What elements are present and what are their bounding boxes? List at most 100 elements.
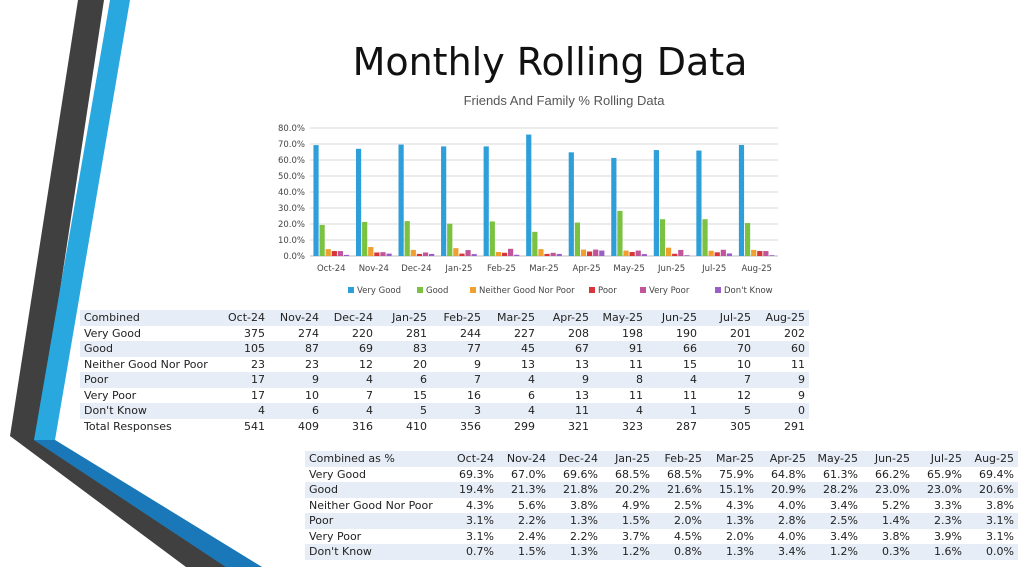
table-cell: 9 bbox=[269, 372, 323, 388]
x-tick-label: Mar-25 bbox=[529, 264, 558, 274]
bar bbox=[337, 251, 344, 256]
bar bbox=[635, 250, 641, 256]
table-cell: 2.2% bbox=[498, 513, 550, 529]
table-cell: 6 bbox=[269, 403, 323, 419]
blue-stripe bbox=[34, 0, 262, 567]
table-cell: 12 bbox=[359, 357, 373, 371]
table-cell: 1.2% bbox=[810, 544, 862, 560]
bar bbox=[550, 252, 556, 256]
table-row: Neither Good Nor Poor 4.3% 5.6% 3.8% 4.9% 2.5… bbox=[305, 498, 1018, 514]
table-cell: 291 bbox=[784, 419, 805, 433]
table-cell: 227 bbox=[514, 326, 535, 340]
table-cell: 64.8% bbox=[771, 467, 806, 481]
row-label: Poor bbox=[305, 513, 451, 529]
bar bbox=[380, 252, 386, 256]
table-row: Very Good 375 274 220 281 244 227 208 198 190 201 2… bbox=[80, 326, 809, 342]
legend-label: Very Good bbox=[357, 286, 401, 296]
table-cell: 305 bbox=[730, 419, 751, 433]
row-label: Poor bbox=[80, 372, 223, 388]
table-cell: 323 bbox=[622, 419, 643, 433]
table-cell: 19.4% bbox=[451, 482, 498, 498]
table-cell: 7 bbox=[366, 388, 373, 402]
table-cell: 287 bbox=[676, 419, 697, 433]
bar bbox=[617, 210, 623, 256]
table-row: Good 19.4% 21.3% 21.8% 20.2% 21.6% 15.1% 20.9% 2… bbox=[305, 482, 1018, 498]
bar bbox=[714, 252, 720, 256]
bar bbox=[702, 219, 708, 256]
x-tick-label: Jan-25 bbox=[444, 264, 472, 274]
x-tick-label: Nov-24 bbox=[359, 264, 389, 274]
x-tick-label: Oct-24 bbox=[317, 264, 346, 274]
table-cell: Dec-24 bbox=[550, 451, 602, 467]
dark-stripe bbox=[10, 0, 232, 567]
legend-swatch bbox=[470, 287, 476, 293]
table-cell: 61.3% bbox=[823, 467, 858, 481]
table-cell: 1.4% bbox=[862, 513, 914, 529]
page-title: Monthly Rolling Data bbox=[352, 40, 748, 84]
bar bbox=[708, 250, 714, 256]
bar bbox=[611, 157, 617, 256]
table-cell: 15 bbox=[413, 388, 427, 402]
table-cell: 2.5% bbox=[810, 513, 862, 529]
table-cell: 68.5% bbox=[667, 467, 702, 481]
table-cell: 1.2% bbox=[602, 544, 654, 560]
table-cell: 1 bbox=[647, 403, 701, 419]
bar bbox=[483, 146, 489, 256]
table-cell: 67.0% bbox=[511, 467, 546, 481]
y-tick-label: 10.0% bbox=[278, 236, 305, 246]
bar bbox=[495, 252, 502, 256]
table-row: Very Good 69.3% 67.0% 69.6% 68.5% 68.5% 75.9% 6… bbox=[305, 467, 1018, 483]
row-label: Neither Good Nor Poor bbox=[309, 498, 433, 512]
x-tick-label: Feb-25 bbox=[487, 264, 516, 274]
bar bbox=[763, 251, 769, 256]
table-cell: 13 bbox=[575, 357, 589, 371]
table-cell: 21.3% bbox=[498, 482, 550, 498]
table-cell: 10 bbox=[737, 357, 751, 371]
table-cell: 83 bbox=[377, 341, 431, 357]
bar bbox=[659, 219, 666, 256]
chart-title: Friends And Family % Rolling Data bbox=[464, 93, 666, 108]
table-cell: 21.8% bbox=[550, 482, 602, 498]
percent-table: Combined as % Oct-24 Nov-24 Dec-24 Jan-25 Feb… bbox=[305, 451, 1018, 560]
table-cell: 299 bbox=[514, 419, 535, 433]
table-cell: 13 bbox=[575, 388, 589, 402]
table-cell: 66.2% bbox=[875, 467, 910, 481]
table-cell: Apr-25 bbox=[758, 451, 810, 467]
bar bbox=[568, 152, 574, 256]
table-cell: 2.0% bbox=[726, 529, 754, 543]
table-row: Neither Good Nor Poor 23 23 12 20 9 13 13 11 15 10… bbox=[80, 357, 809, 373]
table-cell: Jan-25 bbox=[602, 451, 654, 467]
bar bbox=[459, 253, 465, 256]
table-cell: 281 bbox=[406, 326, 427, 340]
table-cell: Oct-24 bbox=[451, 451, 498, 467]
table-cell: 0.7% bbox=[451, 544, 498, 560]
table-cell: 67 bbox=[539, 341, 593, 357]
bar bbox=[751, 249, 757, 256]
x-tick-label: Aug-25 bbox=[741, 264, 771, 274]
table-cell: Mar-25 bbox=[706, 451, 758, 467]
table-cell: 541 bbox=[244, 419, 265, 433]
row-label: Very Poor bbox=[84, 388, 137, 402]
y-tick-label: 20.0% bbox=[278, 220, 305, 230]
table-cell: 321 bbox=[568, 419, 589, 433]
bar bbox=[744, 223, 751, 256]
table-cell: 1.3% bbox=[706, 544, 758, 560]
table-cell: 10 bbox=[305, 388, 319, 402]
table-cell: 4.3% bbox=[726, 498, 754, 512]
table-cell: 4 bbox=[485, 403, 539, 419]
bar bbox=[672, 253, 678, 256]
table-row: Don't Know 0.7% 1.5% 1.3% 1.2% 0.8% 1.3% 3.4% 1.… bbox=[305, 544, 1018, 560]
bar bbox=[313, 145, 319, 256]
table-cell: 3.4% bbox=[758, 544, 810, 560]
table-cell: May-25 bbox=[810, 451, 862, 467]
table-cell: 91 bbox=[593, 341, 647, 357]
table-cell: 3.3% bbox=[934, 498, 962, 512]
table-cell: Oct-24 bbox=[223, 310, 269, 326]
table-cell: 75.9% bbox=[719, 467, 754, 481]
table-cell: 3 bbox=[431, 403, 485, 419]
table-cell: 1.3% bbox=[550, 513, 602, 529]
table-cell: 4 bbox=[647, 372, 701, 388]
table-cell: 4.0% bbox=[778, 529, 806, 543]
table-cell: Jul-25 bbox=[914, 451, 966, 467]
